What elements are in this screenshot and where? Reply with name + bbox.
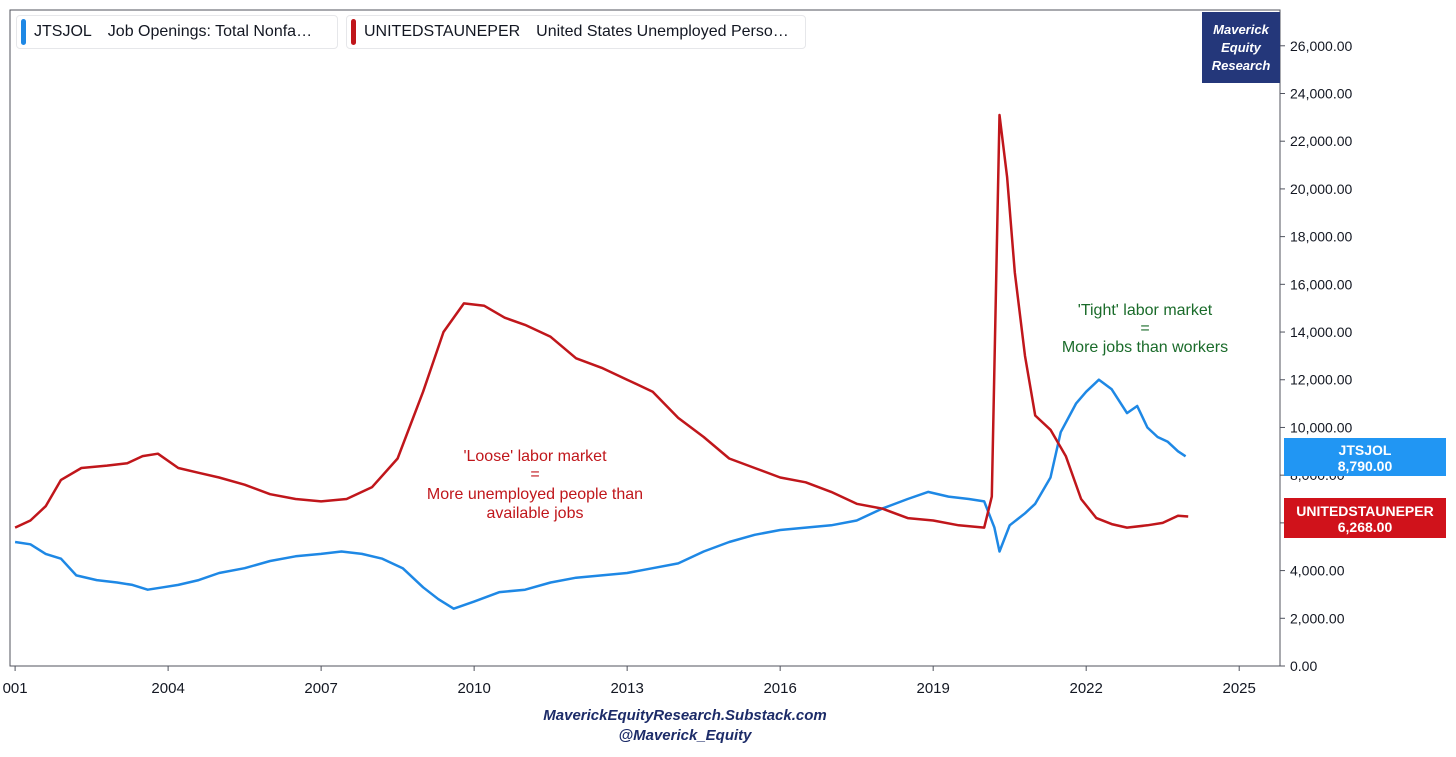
legend-item-unitedstauneper[interactable]: UNITEDSTAUNEPER United States Unemployed… [346, 15, 806, 49]
y-tick-label: 0.00 [1290, 658, 1317, 674]
y-tick-label: 16,000.00 [1290, 276, 1352, 292]
y-tick-label: 14,000.00 [1290, 324, 1352, 340]
y-tick-label: 12,000.00 [1290, 372, 1352, 388]
legend-item-jtsjol[interactable]: JTSJOL Job Openings: Total Nonfa… [16, 15, 338, 49]
series-line-jtsjol [14, 378, 1187, 610]
x-tick-label: 2022 [1069, 680, 1102, 697]
price-tag-value: 8,790.00 [1337, 458, 1393, 474]
series-line-unitedstauneper [14, 113, 1189, 529]
legend-swatch-jtsjol [21, 19, 26, 45]
x-tick-label: 2007 [304, 680, 337, 697]
footer-site: MaverickEquityResearch.Substack.com [543, 707, 827, 724]
brand-line2: Equity [1221, 39, 1261, 55]
legend-symbol: UNITEDSTAUNEPER [364, 23, 521, 40]
x-tick-label: 2013 [610, 680, 643, 697]
x-tick-label: 2019 [916, 680, 949, 697]
tight-annotation-line3: More jobs than workers [1062, 339, 1228, 356]
legend-swatch-unitedstauneper [351, 19, 356, 45]
x-tick-label: 2004 [151, 680, 184, 697]
brand-line1: Maverick [1213, 21, 1269, 37]
y-tick-label: 10,000.00 [1290, 419, 1352, 435]
brand-logo: Maverick Equity Research [1202, 12, 1280, 83]
price-tag-jtsjol: JTSJOL 8,790.00 [1284, 438, 1446, 476]
price-tag-symbol: UNITEDSTAUNEPER [1296, 503, 1434, 519]
legend-description: Job Openings: Total Nonfa… [107, 23, 313, 40]
y-tick-label: 22,000.00 [1290, 133, 1352, 149]
plot-frame [9, 9, 1281, 667]
x-tick-label: 001 [3, 680, 28, 697]
y-tick-label: 4,000.00 [1290, 563, 1345, 579]
tight-annotation-line1: 'Tight' labor market [1078, 302, 1213, 319]
loose-annotation-line4: available jobs [487, 505, 584, 522]
x-tick-label: 2016 [763, 680, 796, 697]
y-tick-label: 20,000.00 [1290, 181, 1352, 197]
legend-symbol: JTSJOL [34, 23, 92, 40]
tight-annotation-line2: = [1140, 320, 1149, 337]
y-tick-label: 24,000.00 [1290, 85, 1352, 101]
x-tick-label: 2010 [457, 680, 490, 697]
footer-handle: @Maverick_Equity [618, 727, 752, 744]
loose-annotation-line2: = [530, 466, 539, 483]
price-tag-symbol: JTSJOL [1338, 442, 1392, 458]
loose-annotation-line3: More unemployed people than [427, 486, 643, 503]
legend-description: United States Unemployed Perso… [536, 23, 789, 40]
brand-line3: Research [1211, 57, 1271, 73]
x-tick-label: 2025 [1223, 680, 1256, 697]
price-tag-value: 6,268.00 [1337, 519, 1393, 535]
y-tick-label: 18,000.00 [1290, 229, 1352, 245]
y-tick-label: 26,000.00 [1290, 38, 1352, 54]
y-tick-label: 2,000.00 [1290, 610, 1345, 626]
loose-annotation-line1: 'Loose' labor market [463, 448, 607, 465]
price-tag-unitedstauneper: UNITEDSTAUNEPER 6,268.00 [1284, 498, 1446, 538]
